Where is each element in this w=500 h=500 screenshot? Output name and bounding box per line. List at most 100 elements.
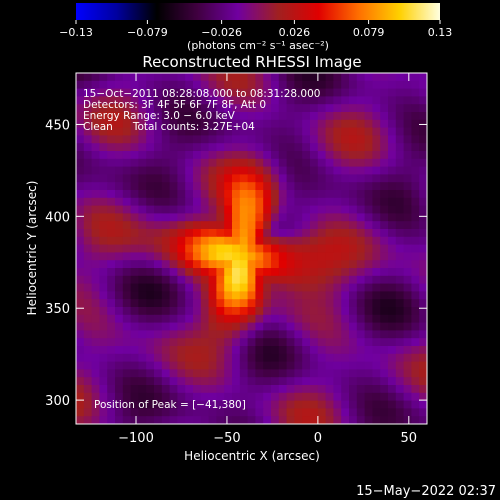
heatmap-cell bbox=[411, 260, 420, 269]
y-tick-label: 400 bbox=[45, 210, 70, 225]
heatmap-cell bbox=[325, 299, 334, 308]
heatmap-cell bbox=[99, 213, 108, 222]
heatmap-cell bbox=[115, 416, 124, 424]
heatmap-cell bbox=[380, 275, 389, 285]
heatmap-cell bbox=[107, 299, 116, 308]
heatmap-cell bbox=[169, 346, 178, 355]
heatmap-cell bbox=[169, 229, 178, 238]
heatmap-cell bbox=[333, 205, 342, 214]
heatmap-cell bbox=[333, 252, 342, 261]
heatmap-cell bbox=[364, 119, 373, 129]
heatmap-cell bbox=[216, 229, 225, 238]
heatmap-cell bbox=[302, 127, 311, 136]
heatmap-cell bbox=[232, 314, 241, 324]
heatmap-cell bbox=[380, 174, 389, 183]
heatmap-cell bbox=[349, 322, 358, 331]
heatmap-cell bbox=[302, 322, 311, 331]
heatmap-cell bbox=[263, 236, 272, 246]
heatmap-cell bbox=[302, 353, 311, 363]
heatmap-cell bbox=[403, 197, 412, 207]
heatmap-cell bbox=[146, 229, 155, 238]
heatmap-cell bbox=[349, 291, 358, 300]
heatmap-cell bbox=[91, 322, 100, 331]
heatmap-cell bbox=[122, 119, 132, 129]
heatmap-cell bbox=[419, 353, 427, 363]
heatmap-cell bbox=[380, 252, 389, 261]
heatmap-cell bbox=[99, 244, 108, 253]
heatmap-cell bbox=[185, 314, 194, 324]
heatmap-cell bbox=[138, 73, 147, 82]
plot-frame bbox=[75, 72, 428, 425]
heatmap-cell bbox=[302, 119, 311, 129]
heatmap-cell bbox=[161, 330, 171, 339]
heatmap-cell bbox=[154, 268, 163, 277]
heatmap-cell bbox=[333, 143, 342, 152]
heatmap-cell bbox=[271, 275, 280, 285]
heatmap-cell bbox=[302, 229, 311, 238]
heatmap-cell bbox=[224, 322, 233, 331]
heatmap-cell bbox=[255, 205, 264, 214]
heatmap-cell bbox=[286, 135, 295, 144]
heatmap-cell bbox=[115, 236, 124, 246]
heatmap-cell bbox=[83, 252, 93, 261]
heatmap-cell bbox=[255, 96, 264, 105]
heatmap-cell bbox=[224, 174, 233, 183]
heatmap-cell bbox=[356, 190, 366, 199]
heatmap-cell bbox=[91, 158, 100, 168]
heatmap-cell bbox=[224, 229, 233, 238]
heatmap-cell bbox=[411, 88, 420, 97]
heatmap-cell bbox=[395, 322, 405, 331]
heatmap-cell bbox=[317, 330, 327, 339]
heatmap-cell bbox=[247, 104, 256, 113]
heatmap-cell bbox=[107, 104, 116, 113]
heatmap-cell bbox=[364, 408, 373, 417]
heatmap-cell bbox=[138, 353, 147, 363]
heatmap-cell bbox=[146, 314, 155, 324]
heatmap-cell bbox=[122, 73, 132, 82]
heatmap-cell bbox=[341, 158, 350, 168]
heatmap-cell bbox=[325, 307, 334, 316]
heatmap-cell bbox=[83, 119, 93, 129]
heatmap-cell bbox=[325, 353, 334, 363]
heatmap-cell bbox=[255, 143, 264, 152]
heatmap-cell bbox=[107, 190, 116, 199]
heatmap-cell bbox=[364, 307, 373, 316]
heatmap-cell bbox=[122, 275, 132, 285]
heatmap-cell bbox=[239, 127, 249, 136]
heatmap-cell bbox=[411, 314, 420, 324]
heatmap-cell bbox=[232, 291, 241, 300]
heatmap-cell bbox=[395, 268, 405, 277]
heatmap-cell bbox=[115, 158, 124, 168]
heatmap-cell bbox=[278, 112, 288, 121]
heatmap-cell bbox=[263, 73, 272, 82]
heatmap-cell bbox=[271, 377, 280, 386]
heatmap-cell bbox=[239, 330, 249, 339]
heatmap-cell bbox=[216, 73, 225, 82]
heatmap-cell bbox=[302, 260, 311, 269]
heatmap-cell bbox=[395, 127, 405, 136]
heatmap-cell bbox=[232, 377, 241, 386]
heatmap-cell bbox=[239, 353, 249, 363]
heatmap-cell bbox=[278, 307, 288, 316]
heatmap-cell bbox=[232, 392, 241, 402]
heatmap-cell bbox=[333, 299, 342, 308]
heatmap-cell bbox=[115, 346, 124, 355]
heatmap-cell bbox=[271, 190, 280, 199]
heatmap-cell bbox=[372, 119, 381, 129]
heatmap-cell bbox=[419, 260, 427, 269]
heatmap-cell bbox=[333, 151, 342, 160]
heatmap-cell bbox=[364, 166, 373, 175]
heatmap-cell bbox=[185, 73, 194, 82]
heatmap-cell bbox=[395, 182, 405, 191]
heatmap-cell bbox=[403, 244, 412, 253]
heatmap-cell bbox=[255, 416, 264, 424]
heatmap-cell bbox=[154, 369, 163, 378]
heatmap-cell bbox=[216, 158, 225, 168]
heatmap-cell bbox=[263, 283, 272, 292]
heatmap-cell bbox=[115, 88, 124, 97]
heatmap-cell bbox=[122, 314, 132, 324]
heatmap-cell bbox=[107, 119, 116, 129]
heatmap-cell bbox=[278, 182, 288, 191]
heatmap-cell bbox=[263, 307, 272, 316]
heatmap-cell bbox=[177, 314, 186, 324]
